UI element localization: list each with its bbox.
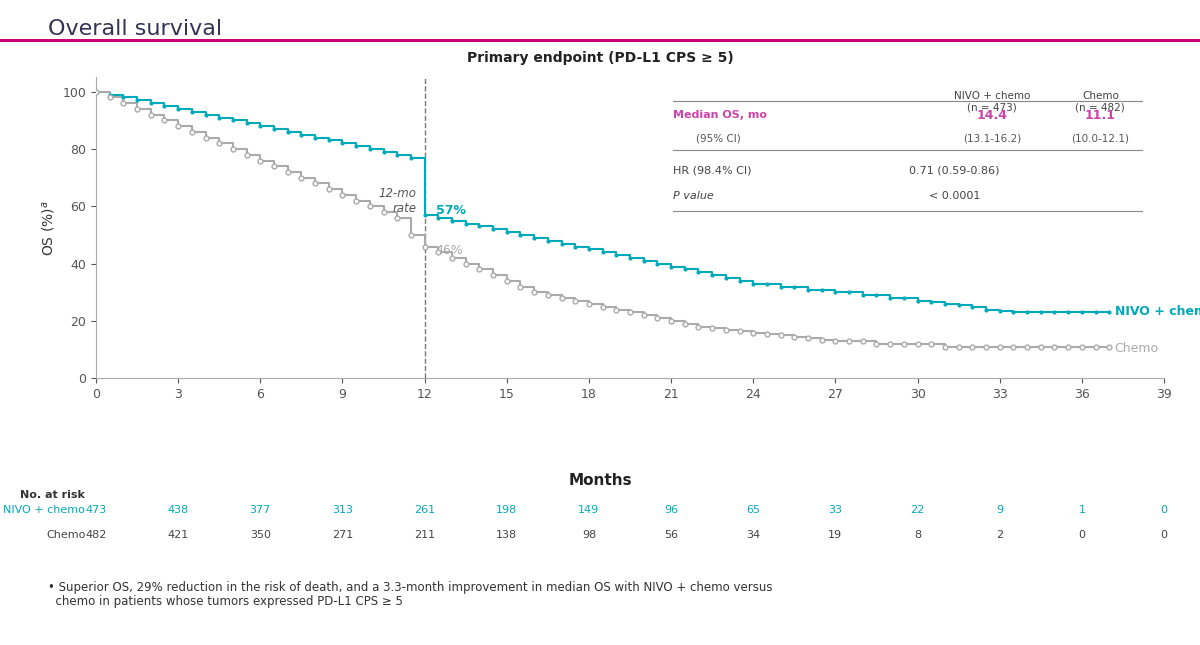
Text: NIVO + chemo: NIVO + chemo [4, 504, 85, 515]
Text: 313: 313 [332, 504, 353, 515]
Text: 56: 56 [664, 530, 678, 541]
Text: No. at risk: No. at risk [20, 490, 85, 501]
Text: 0: 0 [1160, 530, 1168, 541]
Text: 377: 377 [250, 504, 271, 515]
Text: Months: Months [568, 473, 632, 488]
Text: 0: 0 [1160, 504, 1168, 515]
Text: 1: 1 [1079, 504, 1085, 515]
Text: 12-mo
rate: 12-mo rate [378, 186, 416, 215]
Text: Primary endpoint (PD-L1 CPS ≥ 5): Primary endpoint (PD-L1 CPS ≥ 5) [467, 51, 733, 65]
Text: • Superior OS, 29% reduction in the risk of death, and a 3.3-month improvement i: • Superior OS, 29% reduction in the risk… [48, 580, 773, 608]
Text: 149: 149 [578, 504, 600, 515]
Text: 0: 0 [1079, 530, 1085, 541]
Text: 8: 8 [914, 530, 922, 541]
Text: 198: 198 [496, 504, 517, 515]
Text: Chemo: Chemo [1115, 342, 1159, 355]
Text: 350: 350 [250, 530, 271, 541]
Text: 473: 473 [85, 504, 107, 515]
Text: 482: 482 [85, 530, 107, 541]
Text: 57%: 57% [436, 204, 466, 217]
Text: Overall survival: Overall survival [48, 19, 222, 39]
Text: 65: 65 [746, 504, 761, 515]
Text: 96: 96 [664, 504, 678, 515]
Y-axis label: OS (%)$^a$: OS (%)$^a$ [40, 200, 56, 255]
Text: 2: 2 [996, 530, 1003, 541]
Text: 138: 138 [497, 530, 517, 541]
Text: 33: 33 [828, 504, 842, 515]
Text: 211: 211 [414, 530, 436, 541]
Text: 421: 421 [168, 530, 188, 541]
Text: 9: 9 [996, 504, 1003, 515]
Text: 46%: 46% [436, 244, 463, 257]
Text: 19: 19 [828, 530, 842, 541]
Text: 271: 271 [332, 530, 353, 541]
Text: Chemo: Chemo [46, 530, 85, 541]
Text: 261: 261 [414, 504, 436, 515]
Text: 22: 22 [911, 504, 925, 515]
Text: NIVO + chemo: NIVO + chemo [1115, 304, 1200, 317]
Text: 34: 34 [746, 530, 761, 541]
Text: 438: 438 [168, 504, 188, 515]
Text: 98: 98 [582, 530, 596, 541]
